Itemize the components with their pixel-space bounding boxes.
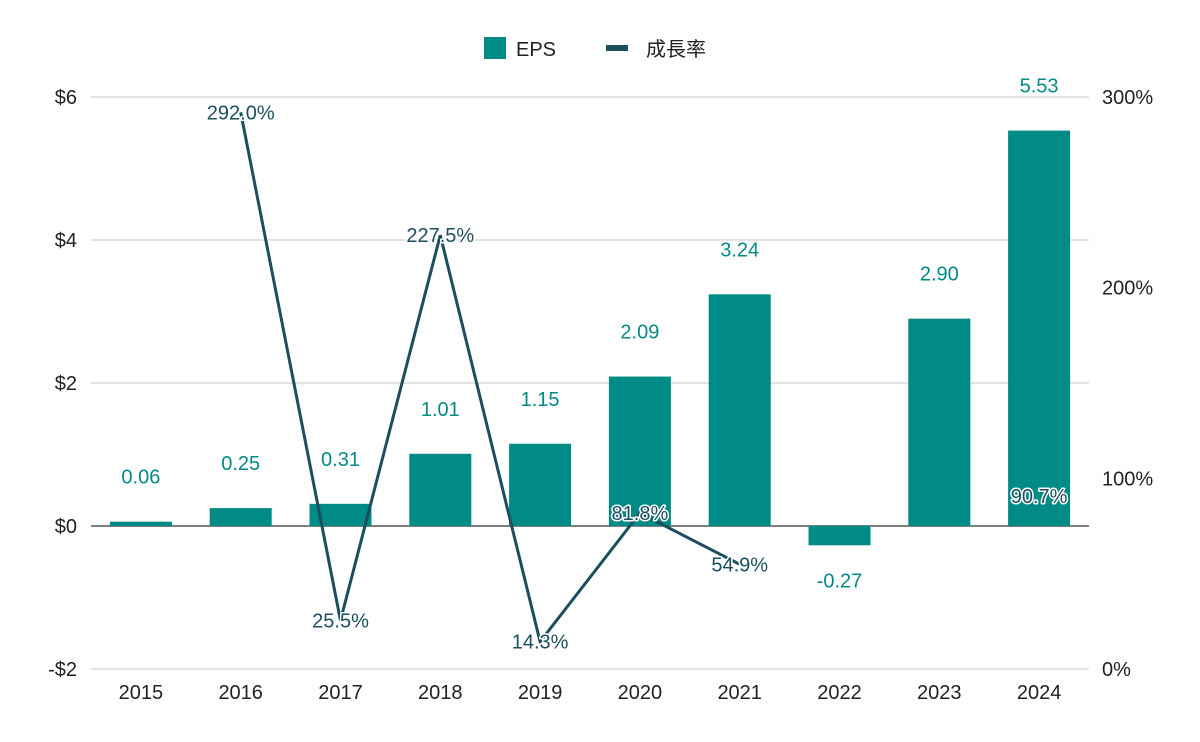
eps-bar-2017 bbox=[309, 503, 372, 526]
right-tick-label: 100% bbox=[1102, 468, 1153, 490]
eps-data-labels: 0.06 0.25 0.31 1.01 1.15 2.09 3.24 -0.27 2.90 5.5… bbox=[121, 76, 1058, 593]
x-tick-label-2020: 2020 bbox=[618, 682, 663, 704]
x-tick-label-2016: 2016 bbox=[218, 682, 263, 704]
eps-label-2022: -0.27 bbox=[817, 570, 863, 592]
legend-swatch-eps bbox=[484, 37, 506, 59]
growth-label-2017: 25.5% bbox=[312, 610, 369, 632]
growth-label-2024: 90.7% bbox=[1011, 486, 1068, 508]
x-tick-label-2022: 2022 bbox=[817, 682, 862, 704]
eps-label-2017: 0.31 bbox=[321, 449, 360, 471]
eps-bar-2022 bbox=[808, 526, 871, 546]
left-tick-label: $6 bbox=[55, 87, 77, 109]
right-tick-label: 300% bbox=[1102, 87, 1153, 109]
eps-bar-2018 bbox=[409, 453, 472, 526]
eps-bars bbox=[109, 130, 1071, 546]
left-tick-label: -$2 bbox=[48, 659, 77, 681]
eps-bar-2023 bbox=[908, 318, 971, 526]
left-axis-tick-labels: -$2 $0 $2 $4 $6 bbox=[48, 87, 77, 681]
right-tick-label: 200% bbox=[1102, 278, 1153, 300]
eps-bar-2015 bbox=[109, 521, 172, 526]
right-tick-label: 0% bbox=[1102, 659, 1131, 681]
growth-label-2018: 227.5% bbox=[406, 225, 474, 247]
x-tick-label-2019: 2019 bbox=[518, 682, 563, 704]
eps-label-2020: 2.09 bbox=[620, 322, 659, 344]
eps-label-2023: 2.90 bbox=[920, 264, 959, 286]
eps-bar-2016 bbox=[209, 508, 272, 526]
eps-label-2016: 0.25 bbox=[221, 453, 260, 475]
eps-bar-2020 bbox=[608, 376, 671, 526]
x-tick-label-2021: 2021 bbox=[717, 682, 762, 704]
left-tick-label: $0 bbox=[55, 516, 77, 538]
x-tick-label-2024: 2024 bbox=[1017, 682, 1062, 704]
eps-bar-2021 bbox=[708, 294, 771, 526]
legend: EPS 成長率 bbox=[484, 37, 706, 61]
left-tick-label: $2 bbox=[55, 373, 77, 395]
legend-label-eps: EPS bbox=[516, 39, 556, 61]
eps-label-2021: 3.24 bbox=[720, 239, 759, 261]
growth-line-segment bbox=[239, 112, 741, 646]
right-axis-tick-labels: 0% 100% 200% 300% bbox=[1102, 87, 1153, 681]
x-tick-label-2015: 2015 bbox=[119, 682, 164, 704]
x-tick-label-2018: 2018 bbox=[418, 682, 463, 704]
eps-label-2019: 1.15 bbox=[521, 389, 560, 411]
x-tick-label-2017: 2017 bbox=[318, 682, 363, 704]
growth-label-2019: 14.3% bbox=[512, 632, 569, 654]
eps-bar-2024 bbox=[1008, 130, 1071, 527]
growth-data-labels: 292.0% 25.5% 227.5% 14.3% 81.8% 54.9% 90.7% bbox=[205, 101, 1069, 655]
legend-swatch-growth bbox=[606, 45, 628, 51]
left-tick-label: $4 bbox=[55, 230, 77, 252]
growth-label-2016: 292.0% bbox=[207, 102, 275, 124]
growth-line bbox=[239, 112, 741, 646]
eps-label-2015: 0.06 bbox=[121, 467, 160, 489]
eps-label-2018: 1.01 bbox=[421, 399, 460, 421]
growth-label-2020: 81.8% bbox=[612, 503, 669, 525]
x-tick-label-2023: 2023 bbox=[917, 682, 962, 704]
eps-bar-2019 bbox=[509, 443, 572, 526]
legend-label-growth: 成長率 bbox=[646, 38, 706, 61]
growth-label-2021: 54.9% bbox=[711, 554, 768, 576]
eps-label-2024: 5.53 bbox=[1020, 76, 1059, 98]
x-axis-tick-labels: 2015 2016 2017 2018 2019 2020 2021 2022 2023 2024 bbox=[119, 682, 1062, 704]
